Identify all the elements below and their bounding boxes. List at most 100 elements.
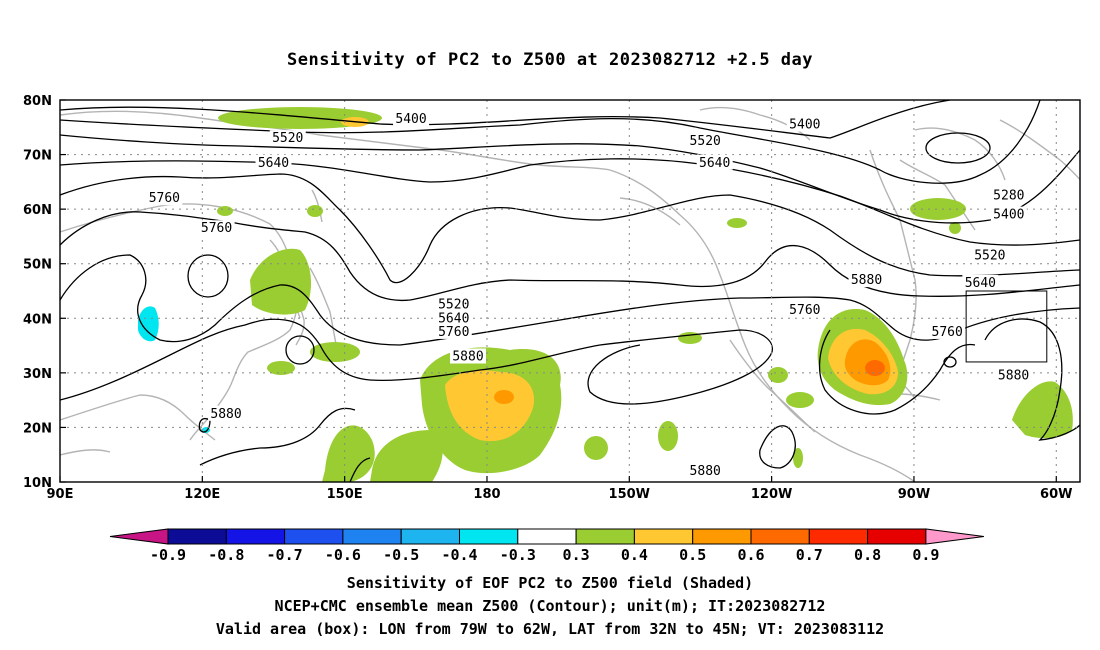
lon-tick-label: 60W: [1040, 487, 1072, 502]
contour-label-bg: [393, 111, 430, 127]
lat-tick-label: 20N: [23, 421, 52, 436]
lon-tick-label: 120E: [184, 487, 220, 502]
colorbar-segment: [692, 528, 752, 545]
lat-tick-label: 70N: [23, 149, 52, 164]
contour-label-bg: [929, 323, 966, 339]
colorbar: -0.9 -0.8 -0.7 -0.6 -0.5 -0.4 -0.3 0.3 0.4 0.5 0.6…: [109, 528, 984, 564]
colorbar-segment: [225, 528, 286, 545]
colorbar-label: -0.3: [500, 546, 536, 564]
lat-tick-label: 60N: [23, 203, 52, 218]
contour-label: 5640: [258, 156, 289, 171]
lon-tick-label: 180: [473, 487, 500, 502]
colorbar-segment: [284, 528, 344, 545]
contour-label: 5520: [974, 249, 1005, 264]
lat-tick-label: 10N: [23, 476, 52, 491]
caption-line-1: Sensitivity of EOF PC2 to Z500 field (Sh…: [346, 574, 754, 592]
colorbar-segment: [808, 528, 869, 545]
contour-label: 5640: [438, 311, 469, 326]
contour-label-bg: [435, 310, 472, 326]
colorbar-end-low: [109, 528, 169, 545]
colorbar-segment: [167, 528, 227, 545]
contour-label: 5520: [690, 134, 721, 149]
colorbar-label: -0.4: [441, 546, 477, 564]
lon-tick-label: 150E: [327, 487, 363, 502]
colorbar-segment: [400, 528, 461, 545]
colorbar-label: -0.6: [325, 546, 361, 564]
colorbar-label: -0.5: [383, 546, 419, 564]
contour-label: 5760: [201, 221, 232, 236]
contour-label-bg: [971, 247, 1008, 263]
contour-label: 5520: [438, 298, 469, 313]
caption-line-2: NCEP+CMC ensemble mean Z500 (Contour); u…: [274, 597, 826, 615]
colorbar-end-high: [925, 528, 984, 545]
contour-label-bg: [962, 274, 999, 290]
contour-label: 5760: [149, 191, 180, 206]
colorbar-label: 0.6: [737, 546, 764, 564]
contour-label-bg: [208, 405, 245, 421]
contour-label-bg: [198, 220, 235, 236]
lat-tick-label: 50N: [23, 258, 52, 273]
contour-label: 5880: [851, 273, 882, 288]
colorbar-segment: [750, 528, 810, 545]
figure-title: Sensitivity of PC2 to Z500 at 2023082712…: [286, 50, 813, 70]
contour-label-bg: [995, 367, 1032, 383]
lat-tick-label: 30N: [23, 367, 52, 382]
contour-label: 5640: [965, 276, 996, 291]
contour-label: 5520: [272, 131, 303, 146]
contour-label: 5880: [998, 369, 1029, 384]
contour-label-bg: [786, 302, 823, 318]
colorbar-label: -0.9: [150, 546, 186, 564]
colorbar-label: 0.4: [621, 546, 648, 564]
colorbar-label: 0.9: [912, 546, 939, 564]
colorbar-segment: [342, 528, 402, 545]
lon-tick-label: 90W: [898, 487, 930, 502]
colorbar-segment: [459, 528, 519, 545]
colorbar-segment: [633, 528, 694, 545]
colorbar-label: 0.7: [796, 546, 823, 564]
contour-label-bg: [696, 154, 733, 170]
caption-line-3: Valid area (box): LON from 79W to 62W, L…: [215, 620, 885, 638]
contour-label: 5280: [993, 189, 1024, 204]
lat-tick-label: 80N: [23, 94, 52, 109]
contour-label: 5640: [699, 156, 730, 171]
sensitivity-shading: [138, 107, 1073, 482]
colorbar-label: 0.5: [679, 546, 706, 564]
map-frame: [59, 99, 1081, 483]
map-grid: [60, 100, 1080, 482]
contour-label-bg: [450, 348, 486, 364]
map-axes: 90E 120E 150E 180 150W 120W 90W 60W 10N 20N 30N 40N…: [23, 94, 1072, 502]
colorbar-label: 0.3: [563, 546, 590, 564]
contour-label: 5880: [210, 407, 241, 422]
contour-label-bg: [990, 206, 1027, 222]
colorbar-segment: [867, 528, 927, 545]
contour-label-bg: [146, 190, 183, 206]
lon-tick-label: 120W: [751, 487, 792, 502]
contour-label: 5760: [932, 325, 963, 340]
colorbar-segment: [517, 528, 577, 545]
colorbar-label: -0.7: [267, 546, 303, 564]
colorbar-label: -0.8: [208, 546, 244, 564]
contour-label-bg: [435, 323, 472, 339]
lon-tick-label: 150W: [609, 487, 650, 502]
lat-tick-label: 40N: [23, 312, 52, 327]
contour-label: 5400: [993, 208, 1024, 223]
lon-tick-label: 90E: [47, 487, 74, 502]
valid-area-box: [965, 290, 1048, 363]
contour-label: 5400: [395, 112, 426, 127]
map-background: [60, 100, 1080, 482]
contour-label-bg: [990, 187, 1027, 203]
contour-label: 5760: [438, 325, 469, 340]
contour-label-bg: [687, 463, 724, 479]
contour-label-bg: [848, 272, 885, 288]
contour-label-bg: [687, 132, 724, 148]
contour-label: 5760: [789, 303, 820, 318]
contour-label: 5400: [789, 118, 820, 133]
contour-label-bg: [435, 296, 472, 312]
contour-label: 5880: [690, 464, 721, 479]
colorbar-label: 0.8: [854, 546, 881, 564]
colorbar-segment: [575, 528, 635, 545]
contour-label-bg: [786, 116, 823, 132]
contour-label: 5880: [452, 349, 483, 364]
